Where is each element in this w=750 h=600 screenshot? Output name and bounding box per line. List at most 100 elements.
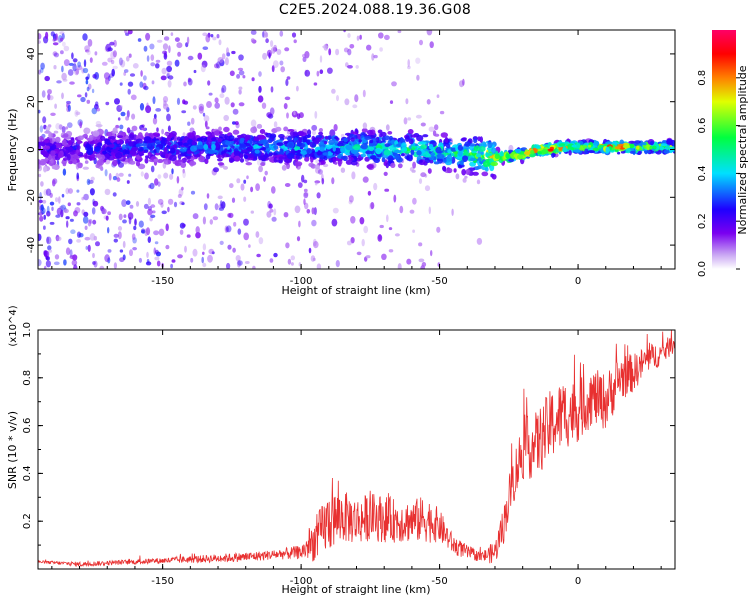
spectrogram-band-blob [446,155,453,162]
spectrogram-band-blob [296,142,303,147]
spectrogram-band-blob [489,164,495,172]
spectrogram-noise-blob [103,72,110,80]
spectrogram-noise-blob [92,261,96,265]
spectrogram-band-blob [463,151,469,157]
spectrogram-noise-blob [403,117,408,125]
snr-x-tick-label: -150 [151,576,174,587]
spectrogram-noise-blob [71,259,78,266]
spectrogram-noise-blob [43,250,46,256]
spectrogram-noise-blob [65,216,70,220]
spectrogram-noise-blob [132,237,137,244]
spectrogram-band-blob [442,158,447,163]
spectrogram-band-blob [508,158,514,163]
spectrogram-band-blob [384,143,390,148]
spectrogram-band-blob [380,131,387,137]
spectrogram-band-blob [440,132,448,138]
spectrogram-band-blob [44,157,49,163]
spectrogram-band-blob [454,154,458,158]
spectrogram-noise-blob [211,251,215,255]
spectrogram-noise-blob [359,34,362,40]
spectrogram-band-blob [642,142,647,146]
spectrogram-band-blob [179,148,187,152]
spectrogram-noise-blob [462,178,467,183]
spectrogram-noise-blob [60,50,64,55]
spectrogram-noise-blob [202,46,209,50]
spectrogram-noise-blob [127,30,133,35]
spectrogram-noise-blob [92,252,95,259]
spectrogram-band-blob [322,152,329,156]
spectrogram-noise-blob [237,260,243,266]
spectrogram-noise-blob [46,236,52,245]
spectrogram-y-tick-label: -40 [26,237,37,253]
spectrogram-y-tick-label: 0 [26,146,37,152]
spectrogram-band-blob [258,140,265,145]
spectrogram-noise-blob [258,71,262,77]
spectrogram-band-blob [244,135,249,142]
spectrogram-band-blob [205,126,210,130]
spectrogram-band-blob [643,150,651,154]
spectrogram-noise-blob [203,115,210,122]
spectrogram-band-blob [396,143,401,147]
spectrogram-noise-blob [150,214,156,218]
spectrogram-noise-blob [86,178,91,186]
spectrogram-band-blob [350,160,358,166]
spectrogram-noise-blob [113,238,119,243]
spectrogram-noise-blob [112,176,117,181]
spectrogram-noise-blob [146,251,149,258]
spectrogram-noise-blob [301,174,305,183]
spectrogram-band-blob [410,134,418,138]
spectrogram-band-blob [360,153,367,158]
spectrogram-band-blob [338,160,342,167]
spectrogram-noise-blob [190,257,194,263]
spectrogram-noise-blob [161,210,167,215]
spectrogram-noise-blob [165,223,169,232]
spectrogram-noise-blob [243,218,249,226]
spectrogram-marks [38,30,675,269]
spectrogram-noise-blob [157,174,162,180]
spectrogram-noise-blob [95,241,100,247]
spectrogram-noise-blob [76,202,81,206]
spectrogram-band-blob [445,143,451,148]
spectrogram-noise-blob [92,74,97,79]
spectrogram-band-blob [50,150,56,156]
spectrogram-band-blob [253,137,260,142]
spectrogram-noise-blob [48,249,53,253]
spectrogram-band-blob [469,158,477,161]
spectrogram-noise-blob [143,75,147,81]
spectrogram-noise-blob [181,223,186,228]
spectrogram-band-blob [69,151,75,155]
spectrogram-noise-blob [85,76,89,81]
spectrogram-noise-blob [112,192,117,197]
spectrogram-band-blob [239,158,245,163]
spectrogram-noise-blob [213,167,219,173]
spectrogram-band-blob [96,136,101,140]
spectrogram-noise-blob [99,265,105,269]
spectrogram-band-blob [217,162,224,166]
spectrogram-band-blob [442,166,447,172]
spectrogram-noise-blob [303,192,309,199]
spectrogram-noise-blob [118,172,124,177]
spectrogram-noise-blob [381,253,387,260]
spectrogram-noise-blob [40,62,45,70]
spectrogram-noise-blob [190,190,196,195]
spectrogram-band-blob [85,143,92,149]
spectrogram-band-blob [281,164,287,171]
spectrogram-band-blob [345,159,353,165]
spectrogram-noise-blob [156,39,163,43]
spectrogram-band-blob [258,165,263,173]
spectrogram-noise-blob [149,182,155,190]
spectrogram-noise-blob [147,236,151,243]
spectrogram-noise-blob [394,233,400,237]
spectrogram-noise-blob [166,113,171,122]
spectrogram-noise-blob [124,30,127,34]
spectrogram-noise-blob [201,60,208,68]
spectrogram-noise-blob [207,80,211,86]
spectrogram-noise-blob [361,238,365,247]
spectrogram-band-blob [141,127,146,131]
spectrogram-noise-blob [230,102,235,108]
spectrogram-noise-blob [347,33,351,38]
spectrogram-noise-blob [71,52,74,60]
spectrogram-band-blob [352,140,357,146]
spectrogram-band-blob [38,164,41,169]
spectrogram-noise-blob [311,207,315,215]
